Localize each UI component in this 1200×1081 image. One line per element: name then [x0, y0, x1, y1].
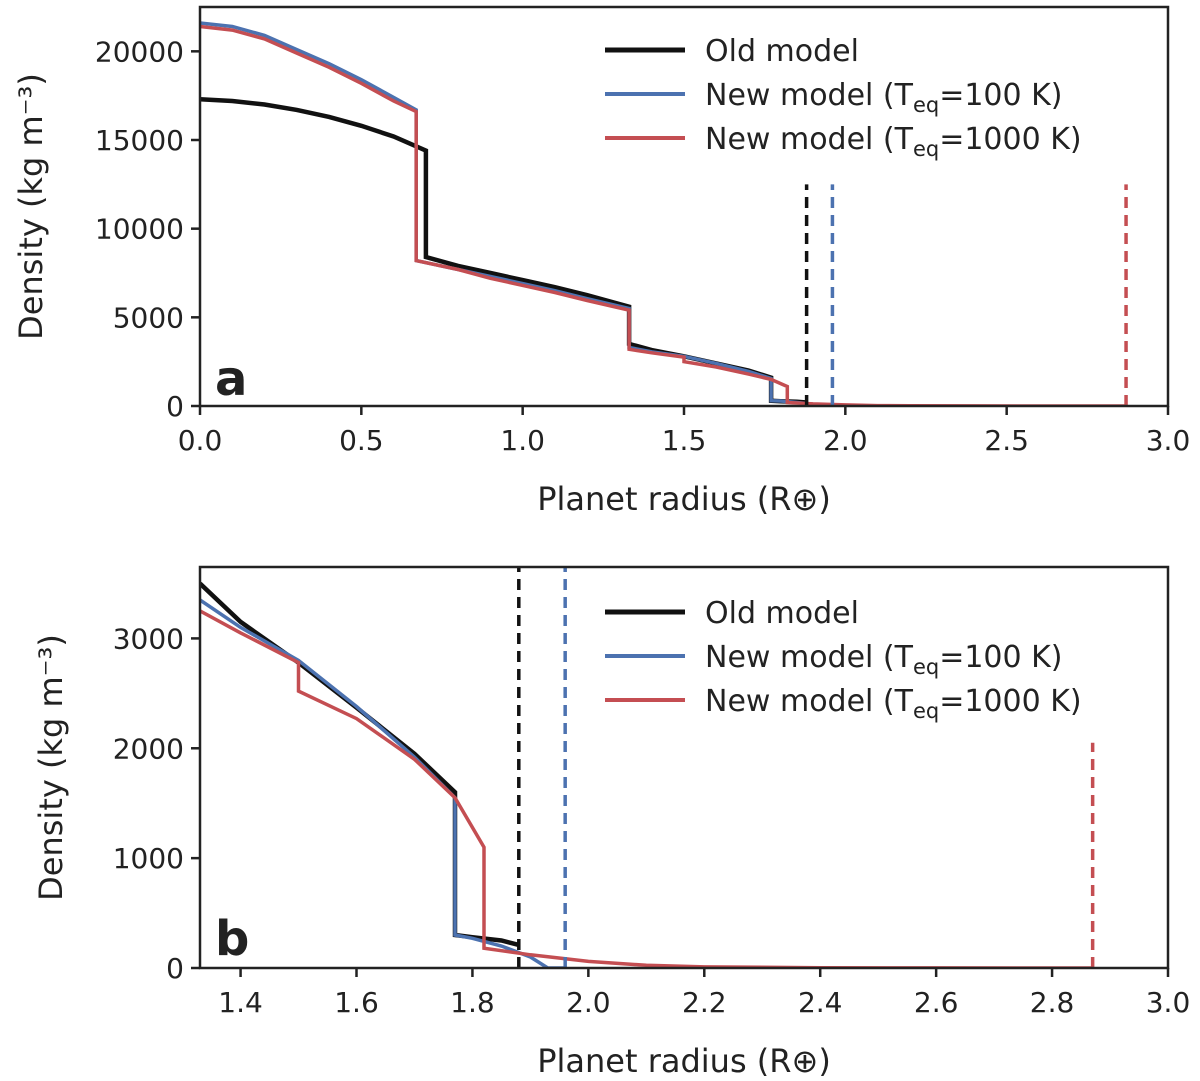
x-tick-label: 1.8: [450, 986, 495, 1019]
legend-label-new1000: New model (Teq=1000 K): [705, 684, 1082, 723]
x-tick-label: 0.5: [339, 424, 384, 457]
y-tick-label: 2000: [113, 732, 184, 765]
panel-b-chart: 1.4 1.6 1.8 2.0 2.2 2.4 2.6 2.8 3.0 0 1000 2000 3000…: [32, 565, 1191, 1080]
legend-label-new100: New model (Teq=100 K): [705, 78, 1063, 117]
x-tick-label: 2.2: [682, 986, 727, 1019]
x-tick-label: 2.0: [566, 986, 611, 1019]
x-axis-label: Planet radius (R⊕): [537, 480, 831, 518]
y-tick-label: 3000: [113, 622, 184, 655]
series-group: [200, 567, 1095, 968]
y-axis-label: Density (kg m⁻³): [32, 634, 70, 901]
legend-label-new1000: New model (Teq=1000 K): [705, 122, 1082, 161]
x-tick-label: 1.5: [662, 424, 707, 457]
legend-label-old: Old model: [705, 596, 859, 631]
y-tick-label: 1000: [113, 842, 184, 875]
x-tick-label: 3.0: [1146, 424, 1191, 457]
y-tick-label: 5000: [113, 301, 184, 334]
y-tick-label: 10000: [95, 213, 184, 246]
y-tick-label: 0: [166, 952, 184, 985]
x-tick-label: 1.6: [334, 986, 379, 1019]
x-tick-label: 2.6: [914, 986, 959, 1019]
legend-label-old: Old model: [705, 34, 859, 69]
x-tick-label: 1.4: [218, 986, 263, 1019]
axes-frame: [198, 5, 1170, 408]
y-axis-label: Density (kg m⁻³): [12, 73, 50, 340]
panel-a-chart: 0.0 0.5 1.0 1.5 2.0 2.5 3.0 0 5000 10000 15000 2000…: [12, 5, 1191, 518]
x-tick-label: 1.0: [500, 424, 545, 457]
x-tick-label: 2.8: [1030, 986, 1075, 1019]
y-tick-label: 20000: [95, 35, 184, 68]
y-tick-label: 0: [166, 390, 184, 423]
x-tick-label: 2.5: [984, 424, 1029, 457]
panel-label: b: [215, 911, 249, 967]
x-tick-label: 2.0: [823, 424, 868, 457]
axes-frame: [198, 565, 1170, 970]
y-tick-label: 15000: [95, 124, 184, 157]
x-axis-label: Planet radius (R⊕): [537, 1042, 831, 1080]
x-tick-label: 0.0: [178, 424, 223, 457]
x-tick-label: 3.0: [1146, 986, 1191, 1019]
series-line-new100: [200, 598, 566, 968]
legend-label-new100: New model (Teq=100 K): [705, 640, 1063, 679]
panel-label: a: [215, 351, 247, 407]
x-tick-label: 2.4: [798, 986, 843, 1019]
series-group: [200, 21, 1128, 406]
